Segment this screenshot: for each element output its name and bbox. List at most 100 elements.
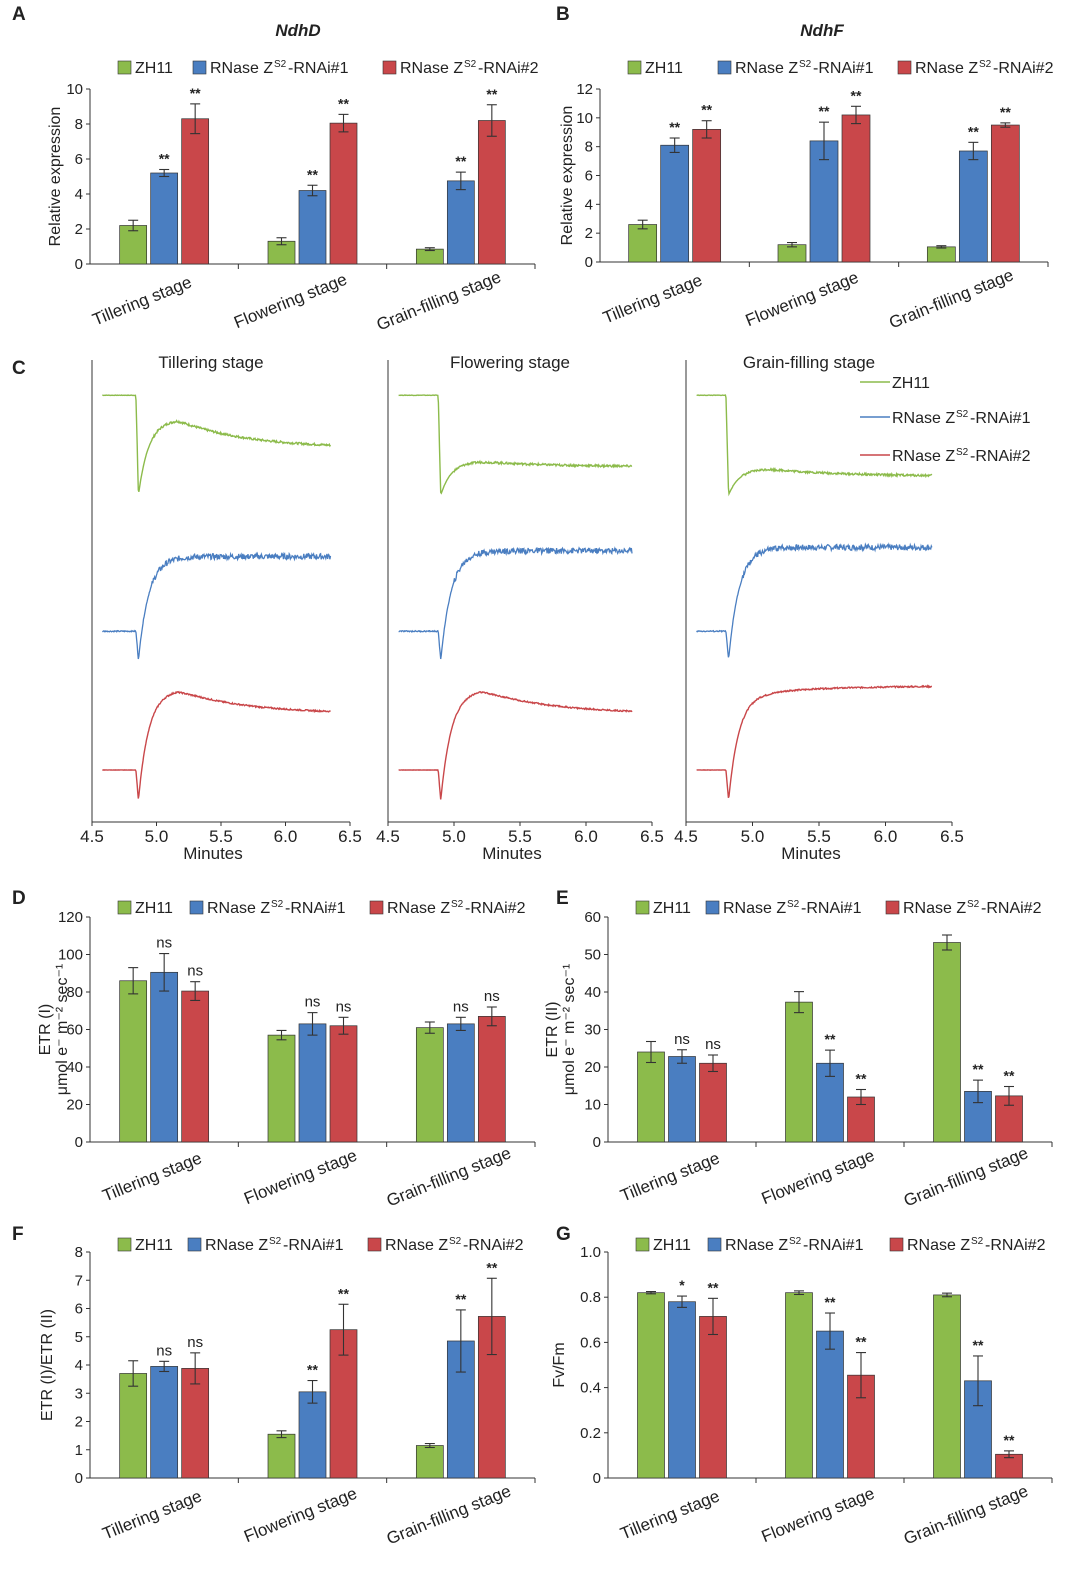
legend-label-rnai-suffix: -RNAi#1: [801, 900, 862, 917]
legend-label-rnai-prefix: RNase Z: [892, 448, 955, 465]
legend-label-rnai-prefix: RNase Z: [725, 1237, 788, 1254]
x-category-label: Flowering stage: [759, 1146, 877, 1209]
bar: [298, 190, 327, 265]
significance-label: ns: [674, 1031, 690, 1048]
x-tick-label: 6.5: [640, 827, 664, 846]
x-category-label: Tillering stage: [618, 1486, 723, 1543]
legend-swatch-2: [885, 900, 900, 915]
legend-swatch-2: [889, 1237, 904, 1252]
significance-label: ns: [305, 994, 321, 1011]
significance-label: **: [856, 1334, 867, 1350]
bar: [668, 1301, 696, 1479]
x-category-label: Flowering stage: [759, 1484, 877, 1547]
y-tick-label: 0: [593, 1134, 601, 1151]
subpanel-2: Grain-filling stage 4.5 5.0 5.5 6.0 6.5 Minute…: [674, 353, 964, 863]
bar: [150, 1366, 179, 1479]
y-tick-label: 20: [584, 1059, 601, 1076]
subpanel-title: Grain-filling stage: [743, 353, 875, 372]
legend-swatch-1: [705, 900, 720, 915]
significance-label: **: [968, 123, 979, 139]
legend-label-rnai-suffix: -RNAi#2: [465, 900, 526, 917]
legend-swatch-2: [382, 60, 397, 75]
bar: [119, 1373, 148, 1479]
bar: [181, 1368, 210, 1479]
legend-swatch-0: [117, 1237, 132, 1252]
subpanel-0: Tillering stage 4.5 5.0 5.5 6.0 6.5 Minutes: [80, 353, 362, 863]
legend-label-rnai-prefix: RNase Z: [400, 60, 463, 77]
y-tick-label: 6: [75, 1301, 83, 1318]
y-tick-label: 80: [66, 984, 83, 1001]
y-axis-label: Relative expression: [47, 107, 64, 247]
legend-label-rnai-suffix: -RNAi#1: [283, 1237, 344, 1254]
bar: [841, 114, 871, 263]
trace-line: [398, 691, 633, 800]
bar: [150, 172, 179, 265]
subpanel-title: Flowering stage: [450, 353, 570, 372]
x-tick-label: 4.5: [674, 827, 698, 846]
bar: [933, 1294, 961, 1479]
bar: [415, 1027, 444, 1143]
y-tick-label: 0.6: [580, 1334, 601, 1351]
y-tick-label: 4: [75, 186, 83, 203]
y-tick-label: 4: [585, 196, 593, 213]
x-category-label: Grain-filling stage: [901, 1143, 1031, 1210]
y-tick-label: 0: [593, 1470, 601, 1487]
x-tick-label: 6.0: [574, 827, 598, 846]
legend-label-zh11: ZH11: [653, 1237, 691, 1254]
y-tick-label: 0.8: [580, 1289, 601, 1306]
x-tick-label: 5.0: [145, 827, 169, 846]
significance-label: ns: [156, 1342, 172, 1359]
significance-label: ns: [484, 988, 500, 1005]
bar: [329, 122, 358, 265]
bar: [628, 224, 658, 263]
x-tick-label: 5.5: [508, 827, 532, 846]
legend-label-rnai-prefix: RNase Z: [735, 60, 798, 77]
significance-label: **: [455, 1291, 466, 1307]
legend-label-rnai-prefix: RNase Z: [903, 900, 966, 917]
y-axis-label: ETR (I)/ETR (II): [39, 1309, 56, 1421]
significance-label: ns: [705, 1036, 721, 1053]
x-tick-label: 6.0: [874, 827, 898, 846]
y-tick-label: 2: [585, 225, 593, 242]
legend-label-rnai-prefix: RNase Z: [892, 410, 955, 427]
y-tick-label: 60: [584, 909, 601, 926]
y-tick-label: 60: [66, 1022, 83, 1039]
bar: [298, 1391, 327, 1479]
trace-line: [398, 394, 633, 495]
x-axis-label: Minutes: [781, 844, 841, 863]
legend-label-rnai-prefix: RNase Z: [207, 900, 270, 917]
significance-label: **: [1004, 1068, 1015, 1084]
panel-D: D ZH11 RNase Z S2 -RNAi#1 RNase Z S2 -RNAi#2020…: [12, 888, 536, 1210]
legend-label-rnai-suffix: -RNAi#2: [981, 900, 1042, 917]
y-tick-label: 0.2: [580, 1425, 601, 1442]
y-tick-label: 5: [75, 1329, 83, 1346]
legend-label-zh11: ZH11: [653, 900, 691, 917]
legend-label-rnai-prefix: RNase Z: [385, 1237, 448, 1254]
significance-label: *: [679, 1277, 685, 1293]
legend-label-zh11: ZH11: [135, 900, 173, 917]
bar: [637, 1292, 665, 1479]
legend-swatch-2: [367, 1237, 382, 1252]
trace-line: [398, 546, 633, 660]
trace-line: [102, 394, 332, 493]
legend-label-rnai-prefix: RNase Z: [210, 60, 273, 77]
trace-line: [102, 690, 331, 799]
bar: [446, 1023, 475, 1143]
trace-line: [696, 684, 933, 799]
legend-label-rnai-prefix: RNase Z: [723, 900, 786, 917]
y-tick-label: 0.4: [580, 1380, 601, 1397]
x-tick-label: 5.5: [209, 827, 233, 846]
y-tick-label: 50: [584, 947, 601, 964]
legend-label-superscript: S2: [956, 409, 969, 420]
y-tick-label: 40: [66, 1059, 83, 1076]
legend-swatch-1: [187, 1237, 202, 1252]
legend-label-rnai-prefix: RNase Z: [915, 60, 978, 77]
x-axis-label: Minutes: [183, 844, 243, 863]
significance-label: ns: [187, 1334, 203, 1351]
y-tick-label: 8: [585, 139, 593, 156]
y-tick-label: 7: [75, 1272, 83, 1289]
y-tick-label: 4: [75, 1357, 83, 1374]
y-tick-label: 20: [66, 1097, 83, 1114]
